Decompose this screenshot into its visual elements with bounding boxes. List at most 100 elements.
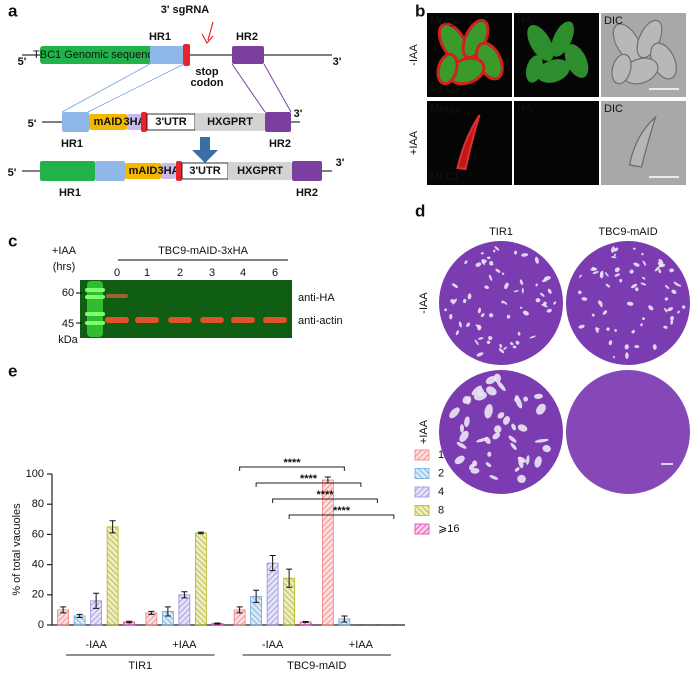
plaque	[521, 287, 524, 294]
plaque	[673, 281, 680, 287]
legend-swatch	[414, 486, 430, 498]
plaque-row-label: +IAA	[418, 419, 430, 444]
plaque	[529, 335, 536, 339]
panel-label: a	[8, 1, 18, 20]
stop-box	[176, 161, 182, 181]
homology-line	[263, 63, 292, 113]
error-bar	[126, 620, 133, 624]
plaque	[519, 306, 523, 309]
hr1-box	[150, 46, 184, 64]
plaque	[642, 260, 647, 266]
plaque	[450, 299, 455, 303]
plaque	[499, 343, 503, 348]
sgrna-arrow	[207, 21, 214, 41]
error-bar	[93, 592, 100, 609]
hxgprt-text: HXGPRT	[237, 165, 283, 177]
plaque	[613, 247, 619, 252]
plaque	[536, 403, 546, 415]
plaque	[476, 352, 484, 357]
x-tick-label: +IAA	[172, 639, 197, 651]
plaque	[515, 340, 520, 345]
actin-band	[231, 317, 255, 323]
group-label: TBC9-mAID	[287, 660, 346, 672]
plaque	[464, 260, 468, 265]
homology-line	[87, 63, 185, 113]
plaque	[455, 330, 459, 336]
plaque	[664, 297, 669, 301]
plaque	[488, 336, 493, 340]
plaque	[613, 253, 616, 257]
marker-label: MLC1	[430, 83, 459, 95]
plaque	[669, 268, 674, 273]
plaque	[504, 282, 509, 290]
plaque	[489, 475, 499, 480]
plaque	[510, 442, 517, 450]
three-prime: 3'	[294, 108, 303, 120]
plaque	[501, 300, 505, 304]
plaque	[581, 297, 588, 301]
plaque	[517, 424, 528, 432]
plaque	[503, 346, 507, 350]
hr1-box	[95, 161, 125, 181]
y-tick-label: 60	[32, 528, 44, 540]
plaque	[667, 307, 674, 312]
hr2-label: HR2	[296, 187, 318, 199]
plaque	[619, 279, 623, 283]
five-prime: 5'	[8, 167, 17, 179]
plaque	[496, 380, 506, 392]
maid-box	[89, 114, 127, 130]
hr2-label: HR2	[269, 138, 291, 150]
ladder-band	[85, 321, 105, 325]
plaque	[444, 308, 447, 312]
stop-label: codon	[191, 77, 224, 89]
channel-label: HA	[517, 103, 533, 115]
plaque	[488, 274, 493, 281]
plaque	[514, 250, 518, 255]
plaque	[487, 451, 492, 457]
plaque	[625, 352, 629, 359]
plaque	[534, 438, 549, 443]
error-bar	[76, 613, 83, 618]
plaque	[658, 258, 664, 264]
plaque	[513, 290, 519, 293]
plaque	[459, 424, 464, 433]
plaque	[512, 345, 517, 349]
actin-band	[263, 317, 287, 323]
plaque	[612, 355, 615, 359]
plaque	[659, 263, 664, 267]
plaque	[670, 319, 674, 325]
channel-label: HA	[517, 15, 533, 27]
homology-line	[61, 63, 151, 113]
lane-label: 2	[177, 267, 183, 279]
plaque	[640, 323, 643, 327]
plaque	[602, 310, 608, 315]
plaque	[665, 284, 670, 290]
plaque	[514, 467, 520, 472]
micrograph	[514, 101, 599, 185]
plaque	[449, 407, 460, 419]
plaque	[534, 256, 539, 264]
plaque-row-label: -IAA	[418, 292, 430, 314]
utr-text: 3'UTR	[155, 116, 186, 128]
legend-swatch	[414, 505, 430, 516]
plaque	[534, 393, 543, 399]
plaque	[626, 301, 634, 306]
parasite	[525, 55, 544, 83]
plaque	[474, 339, 479, 346]
plaque	[632, 247, 636, 250]
plaque	[472, 460, 478, 467]
ladder-band	[85, 295, 105, 299]
parasite	[611, 53, 632, 85]
plaque	[577, 290, 582, 295]
plaque	[508, 435, 517, 443]
y-tick-label: 100	[26, 468, 44, 480]
ha-text: 3HA	[157, 165, 179, 177]
plaque	[634, 345, 640, 348]
mw-label: 45	[62, 318, 74, 330]
hr1-label: HR1	[61, 138, 83, 150]
plaque	[597, 300, 603, 306]
plaque	[671, 289, 677, 294]
plaque	[494, 246, 500, 251]
channel-label: Merge	[430, 103, 461, 115]
plaque	[478, 337, 484, 340]
